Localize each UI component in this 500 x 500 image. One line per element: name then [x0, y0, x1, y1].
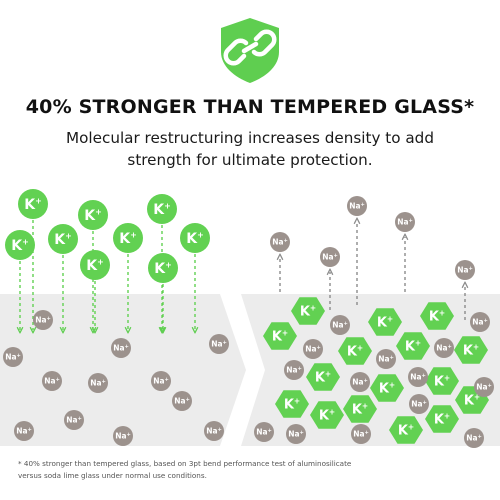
ion-label: Na+	[35, 316, 51, 325]
ion-label: Na+	[153, 377, 169, 386]
potassium-ion-hex: K+	[368, 308, 402, 336]
potassium-ion-hex: K+	[425, 405, 459, 433]
footnote: * 40% stronger than tempered glass, base…	[18, 458, 488, 482]
sodium-ion: Na+	[284, 360, 304, 380]
headline: 40% STRONGER THAN TEMPERED GLASS*	[25, 96, 475, 118]
ion-label: Na+	[5, 353, 21, 362]
ion-label: Na+	[16, 427, 32, 436]
sodium-ion: Na+	[434, 338, 454, 358]
potassium-ion-hex: K+	[263, 322, 297, 350]
ion-label: Na+	[90, 379, 106, 388]
sodium-ion: Na+	[42, 371, 62, 391]
potassium-ion-hex: K+	[454, 336, 488, 364]
ion-label: Na+	[44, 377, 60, 386]
potassium-ion-hex: K+	[291, 297, 325, 325]
sodium-ion: Na+	[347, 196, 367, 216]
sodium-ion: Na+	[408, 367, 428, 387]
ion-label: Na+	[410, 373, 426, 382]
sodium-ion: Na+	[286, 424, 306, 444]
ion-label: Na+	[436, 344, 452, 353]
sodium-ion: Na+	[204, 421, 224, 441]
ion-label: Na+	[286, 366, 302, 375]
ion-label: Na+	[378, 355, 394, 364]
potassium-ion-hex: K+	[275, 390, 309, 418]
potassium-ion: K+	[180, 223, 210, 253]
ion-label: Na+	[206, 427, 222, 436]
footnote-line-2: versus soda lime glass under normal use …	[18, 471, 207, 480]
subhead-line-2: strength for ultimate protection.	[127, 151, 373, 169]
potassium-ion-hex: K+	[343, 395, 377, 423]
ion-label: Na+	[476, 383, 492, 392]
footnote-line-1: * 40% stronger than tempered glass, base…	[18, 459, 352, 468]
sodium-ion: Na+	[455, 260, 475, 280]
ion-label: Na+	[353, 430, 369, 439]
sodium-ion: Na+	[172, 391, 192, 411]
ion-label: Na+	[113, 344, 129, 353]
potassium-ion-hex: K+	[306, 363, 340, 391]
potassium-ion: K+	[148, 253, 178, 283]
potassium-ion-hex: K+	[389, 416, 423, 444]
potassium-ion: K+	[48, 224, 78, 254]
shield-chain-link-icon	[221, 18, 279, 83]
sodium-ion: Na+	[151, 371, 171, 391]
sodium-ion: Na+	[303, 339, 323, 359]
sodium-ion: Na+	[470, 312, 490, 332]
potassium-ion: K+	[18, 189, 48, 219]
potassium-ion-hex: K+	[420, 302, 454, 330]
sodium-ion: Na+	[270, 232, 290, 252]
sodium-ion: Na+	[330, 315, 350, 335]
ion-label: Na+	[322, 253, 338, 262]
potassium-ion: K+	[5, 230, 35, 260]
sodium-ion: Na+	[113, 426, 133, 446]
potassium-ion-hex: K+	[396, 332, 430, 360]
sodium-ion: Na+	[409, 394, 429, 414]
ion-label: Na+	[411, 400, 427, 409]
ion-label: Na+	[66, 416, 82, 425]
ion-label: Na+	[115, 432, 131, 441]
sodium-ion: Na+	[33, 310, 53, 330]
sodium-ion: Na+	[88, 373, 108, 393]
ions: K+K+ K+K+K+K+K+K+K+Na+Na+Na+ Na+Na+ Na+ Na+N…	[3, 189, 494, 448]
ion-label: Na+	[211, 340, 227, 349]
ion-label: Na+	[332, 321, 348, 330]
subhead-line-1: Molecular restructuring increases densit…	[66, 129, 434, 147]
potassium-ion-hex: K+	[338, 337, 372, 365]
potassium-ion: K+	[78, 200, 108, 230]
sodium-ion: Na+	[350, 372, 370, 392]
potassium-ion: K+	[147, 194, 177, 224]
potassium-ion-hex: K+	[425, 367, 459, 395]
migration-arrows	[20, 220, 465, 330]
subhead: Molecular restructuring increases densit…	[60, 127, 440, 171]
ion-label: Na+	[457, 266, 473, 275]
sodium-ion: Na+	[64, 410, 84, 430]
ion-label: Na+	[256, 428, 272, 437]
ion-label: Na+	[397, 218, 413, 227]
potassium-ion: K+	[113, 223, 143, 253]
sodium-ion: Na+	[209, 334, 229, 354]
sodium-ion: Na+	[351, 424, 371, 444]
sodium-ion: Na+	[111, 338, 131, 358]
potassium-ion: K+	[80, 250, 110, 280]
sodium-ion: Na+	[254, 422, 274, 442]
sodium-ion: Na+	[474, 377, 494, 397]
ion-label: Na+	[349, 202, 365, 211]
ion-label: Na+	[466, 434, 482, 443]
ion-label: Na+	[272, 238, 288, 247]
ion-label: Na+	[305, 345, 321, 354]
sodium-ion: Na+	[464, 428, 484, 448]
potassium-ion-hex: K+	[370, 374, 404, 402]
ion-label: Na+	[288, 430, 304, 439]
ion-label: Na+	[174, 397, 190, 406]
ion-label: Na+	[472, 318, 488, 327]
glass-slab-after	[241, 294, 500, 446]
ion-label: Na+	[352, 378, 368, 387]
potassium-ion-hex: K+	[310, 401, 344, 429]
sodium-ion: Na+	[320, 247, 340, 267]
sodium-ion: Na+	[14, 421, 34, 441]
sodium-ion: Na+	[3, 347, 23, 367]
sodium-ion: Na+	[395, 212, 415, 232]
sodium-ion: Na+	[376, 349, 396, 369]
